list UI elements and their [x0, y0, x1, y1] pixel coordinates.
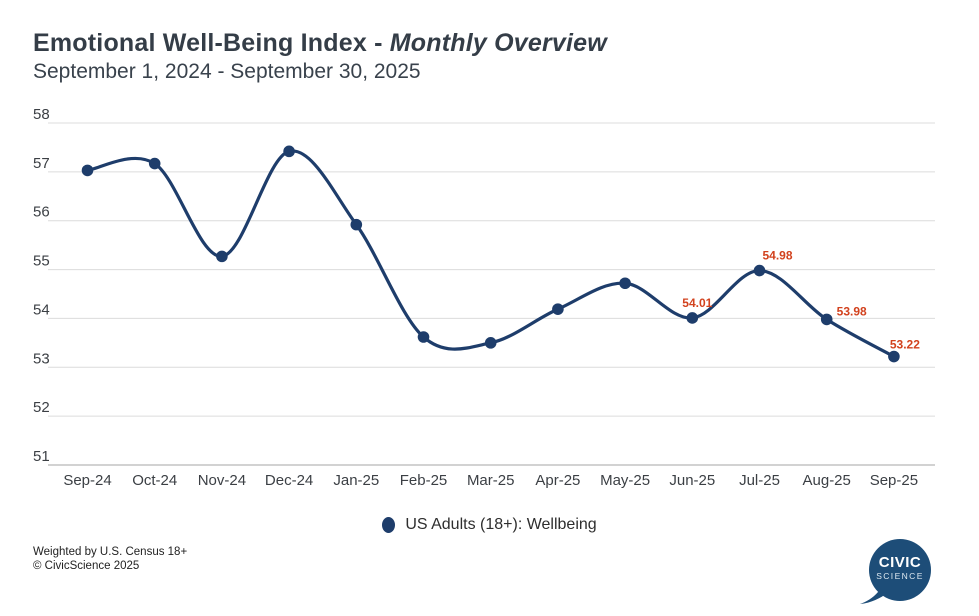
x-tick-label-Dec-24: Dec-24: [265, 472, 313, 489]
y-tick-label-51: 51: [33, 448, 50, 465]
x-tick-label-Sep-25: Sep-25: [870, 472, 918, 489]
y-tick-label-55: 55: [33, 253, 50, 270]
y-tick-label-53: 53: [33, 350, 50, 367]
data-label-Jun-25: 54.01: [682, 296, 712, 310]
footnotes: Weighted by U.S. Census 18+ © CivicScien…: [33, 545, 187, 573]
x-tick-label-Apr-25: Apr-25: [535, 472, 580, 489]
logo-word-civic: CIVIC: [879, 554, 922, 571]
x-tick-label-Nov-24: Nov-24: [198, 472, 246, 489]
data-point-Jul-25: [753, 264, 766, 277]
y-tick-label-52: 52: [33, 399, 50, 416]
x-tick-label-Sep-24: Sep-24: [63, 472, 111, 489]
y-tick-label-56: 56: [33, 204, 50, 221]
data-point-Nov-24: [216, 250, 228, 263]
x-tick-label-Jul-25: Jul-25: [739, 472, 780, 489]
data-point-May-25: [619, 277, 631, 290]
speech-bubble-icon: [860, 539, 931, 604]
y-tick-label-57: 57: [33, 155, 50, 172]
x-tick-label-Feb-25: Feb-25: [400, 472, 448, 489]
x-tick-label-May-25: May-25: [600, 472, 650, 489]
data-point-Feb-25: [417, 331, 430, 343]
chart-title-regular: Emotional Well-Being Index -: [33, 29, 390, 57]
chart-header: Emotional Well-Being Index - Monthly Ove…: [33, 28, 607, 86]
data-point-Sep-25: [888, 350, 900, 363]
data-point-Dec-24: [283, 145, 295, 158]
data-label-Sep-25: 53.22: [890, 338, 920, 352]
x-tick-label-Jun-25: Jun-25: [669, 472, 715, 489]
data-point-Apr-25: [552, 303, 564, 315]
logo-word-science: SCIENCE: [876, 571, 924, 581]
x-tick-label-Mar-25: Mar-25: [467, 472, 515, 489]
data-point-Mar-25: [484, 337, 497, 349]
data-point-Jan-25: [350, 218, 363, 231]
chart-subtitle: September 1, 2024 - September 30, 2025: [33, 60, 421, 83]
chart-legend: US Adults (18+): Wellbeing: [0, 512, 979, 538]
data-label-Jul-25: 54.98: [762, 249, 792, 263]
y-tick-label-54: 54: [33, 301, 50, 318]
chart-title-italic: Monthly Overview: [389, 29, 607, 57]
y-tick-label-58: 58: [33, 106, 50, 123]
legend-marker-icon: [382, 517, 396, 533]
civicscience-logo: CIVIC SCIENCE: [860, 539, 931, 604]
legend-series-label: US Adults (18+): Wellbeing: [405, 516, 597, 533]
data-label-Aug-25: 53.98: [837, 304, 867, 318]
data-point-Jun-25: [686, 312, 699, 324]
data-point-Aug-25: [820, 313, 833, 326]
x-tick-label-Oct-24: Oct-24: [132, 472, 177, 489]
footnote-copyright: © CivicScience 2025: [33, 560, 140, 572]
data-point-Sep-24: [81, 164, 94, 177]
x-tick-label-Aug-25: Aug-25: [803, 472, 851, 489]
x-tick-label-Jan-25: Jan-25: [333, 472, 379, 489]
chart-title: Emotional Well-Being Index - Monthly Ove…: [33, 28, 607, 58]
footnote-weighting: Weighted by U.S. Census 18+: [33, 546, 188, 558]
data-point-Oct-24: [148, 157, 161, 170]
